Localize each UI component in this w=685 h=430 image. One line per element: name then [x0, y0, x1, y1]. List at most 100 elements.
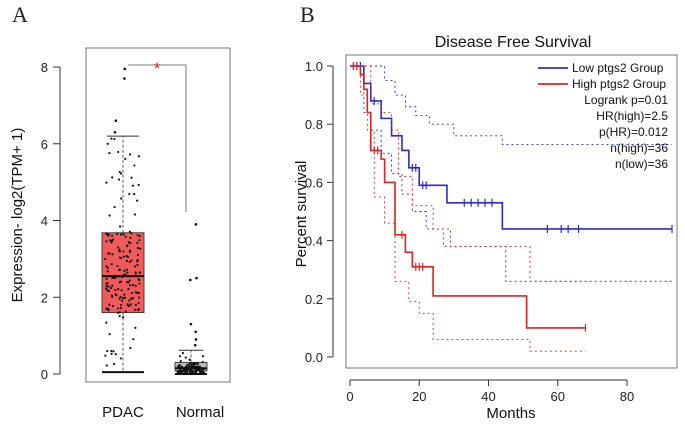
data-point [136, 291, 139, 294]
data-point [119, 268, 122, 271]
data-point [118, 256, 122, 259]
data-point [131, 283, 135, 287]
data-point [123, 296, 126, 299]
data-point [128, 279, 131, 282]
outlier-point [193, 343, 197, 347]
x-tick-label: 0 [346, 389, 353, 404]
data-point [118, 281, 121, 284]
data-point [136, 308, 139, 312]
panel-a-y-axis: 0 2 4 6 8 [41, 60, 61, 382]
data-point [134, 326, 137, 329]
panel-b-axes: 0.0 0.2 0.4 0.6 0.8 1.0 0 20 40 60 80 [305, 59, 634, 404]
data-point [193, 363, 196, 366]
data-point [181, 365, 184, 369]
data-point [201, 355, 204, 358]
data-point [116, 264, 119, 268]
data-point [118, 250, 121, 253]
panel-a-label: A [12, 2, 28, 27]
data-point [130, 259, 133, 262]
data-point [178, 355, 182, 358]
data-point [181, 351, 184, 355]
data-point [138, 282, 141, 285]
data-point [186, 372, 189, 375]
panel-a-frame [85, 47, 231, 383]
data-point [111, 276, 114, 279]
data-point [136, 260, 139, 263]
data-point [118, 311, 121, 314]
data-point [133, 265, 137, 268]
data-point [138, 247, 142, 250]
data-point [129, 241, 132, 245]
data-point [202, 367, 205, 371]
data-point [126, 255, 129, 259]
data-point [179, 369, 182, 372]
data-point [129, 236, 132, 240]
data-point [177, 371, 180, 374]
data-point [110, 239, 114, 242]
data-point [136, 199, 139, 202]
jitter-points [176, 223, 206, 375]
data-point [125, 268, 129, 271]
data-point [113, 205, 116, 209]
data-point [195, 362, 199, 365]
data-point [121, 296, 124, 300]
data-point [130, 232, 133, 235]
data-point [122, 233, 125, 236]
outlier-point [195, 276, 198, 280]
data-point [104, 257, 107, 261]
y-tick-label: 0.2 [305, 292, 323, 307]
significance-star: * [154, 59, 161, 78]
data-point [108, 333, 111, 336]
data-point [136, 253, 140, 257]
data-point [111, 253, 114, 256]
data-point [120, 289, 123, 292]
data-point [199, 370, 202, 373]
data-point [118, 297, 121, 300]
data-point [104, 354, 107, 357]
data-point [117, 178, 121, 181]
data-point [122, 255, 125, 258]
data-point [119, 295, 122, 298]
data-point [190, 365, 193, 368]
data-point [136, 246, 140, 250]
stat-n-high: n(high)=36 [610, 141, 668, 155]
data-point [136, 241, 139, 245]
data-point [138, 235, 141, 238]
data-point [136, 233, 139, 237]
data-point [137, 155, 140, 158]
data-point [188, 367, 191, 370]
data-point [123, 269, 126, 272]
data-point [137, 183, 140, 187]
series-high [350, 62, 587, 352]
data-point [116, 307, 120, 310]
y-tick-label: 8 [41, 60, 48, 75]
data-point [195, 368, 198, 372]
y-tick-label: 0.0 [305, 350, 323, 365]
data-point [110, 349, 113, 353]
survival-curve-high [350, 65, 586, 329]
data-point [192, 365, 195, 368]
category-label-normal: Normal [176, 404, 224, 421]
x-tick-label: 80 [620, 389, 634, 404]
data-point [192, 370, 195, 373]
outlier-point [194, 330, 197, 334]
data-point [130, 176, 133, 179]
y-tick-label: 0.6 [305, 175, 323, 190]
data-point [118, 275, 121, 278]
data-point [118, 170, 121, 174]
data-point [114, 276, 117, 279]
data-point [114, 288, 117, 292]
data-point [129, 346, 132, 350]
y-tick-label: 2 [41, 290, 48, 305]
data-point [201, 360, 204, 364]
data-point [130, 291, 133, 295]
data-point [114, 293, 117, 296]
data-point [116, 232, 119, 236]
data-point [122, 316, 125, 319]
stat-p-hr: p(HR)=0.012 [599, 125, 668, 139]
data-point [110, 352, 113, 356]
data-point [117, 288, 120, 291]
data-point [184, 369, 187, 372]
data-point [105, 282, 108, 285]
panel-b-label: B [300, 2, 315, 27]
